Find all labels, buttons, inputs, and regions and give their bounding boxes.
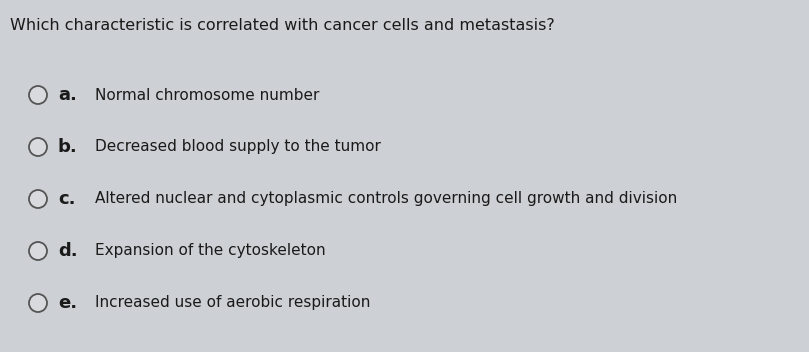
Text: Normal chromosome number: Normal chromosome number <box>95 88 320 102</box>
Circle shape <box>29 294 47 312</box>
Text: Altered nuclear and cytoplasmic controls governing cell growth and division: Altered nuclear and cytoplasmic controls… <box>95 191 677 207</box>
Text: Expansion of the cytoskeleton: Expansion of the cytoskeleton <box>95 244 326 258</box>
Circle shape <box>29 86 47 104</box>
Circle shape <box>29 190 47 208</box>
Text: Which characteristic is correlated with cancer cells and metastasis?: Which characteristic is correlated with … <box>10 18 555 33</box>
Text: d.: d. <box>58 242 78 260</box>
Circle shape <box>29 242 47 260</box>
Text: Decreased blood supply to the tumor: Decreased blood supply to the tumor <box>95 139 381 155</box>
Text: c.: c. <box>58 190 75 208</box>
Text: b.: b. <box>58 138 78 156</box>
Text: e.: e. <box>58 294 77 312</box>
Circle shape <box>29 138 47 156</box>
Text: Increased use of aerobic respiration: Increased use of aerobic respiration <box>95 295 371 310</box>
Text: a.: a. <box>58 86 77 104</box>
